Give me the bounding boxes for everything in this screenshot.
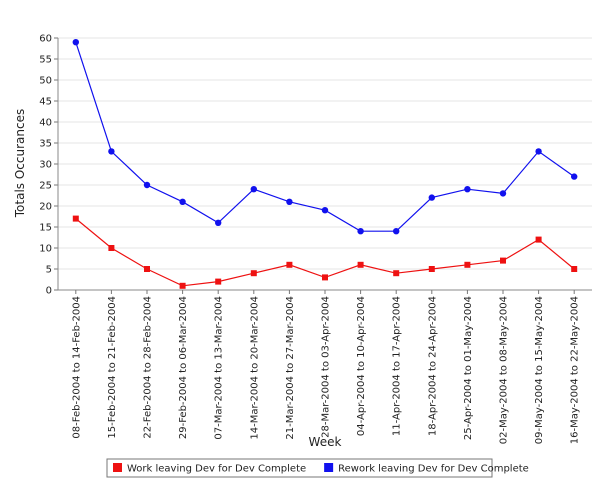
data-point-circle	[428, 194, 435, 201]
y-tick-label: 35	[39, 139, 52, 150]
x-tick-label: 29-Feb-2004 to 06-Mar-2004	[178, 296, 189, 439]
x-tick-label: 22-Feb-2004 to 28-Feb-2004	[143, 296, 154, 439]
legend-swatch-1	[113, 463, 122, 472]
y-tick-label: 30	[39, 160, 52, 171]
data-point-square	[322, 274, 328, 281]
y-tick-label: 20	[39, 202, 52, 213]
data-point-square	[250, 270, 257, 277]
y-tick-label: 10	[39, 244, 52, 255]
legend-label-2: Rework leaving Dev for Dev Complete	[338, 464, 529, 475]
data-point-circle	[499, 190, 507, 197]
x-axis-title: Week	[309, 435, 342, 449]
data-point-square	[500, 257, 506, 264]
x-tick-label: 07-Mar-2004 to 13-Mar-2004	[214, 296, 225, 440]
data-point-square	[357, 261, 364, 268]
data-point-circle	[108, 148, 115, 155]
x-tick-label: 14-Mar-2004 to 20-Mar-2004	[249, 296, 260, 440]
x-tick-label: 21-Mar-2004 to 27-Mar-2004	[285, 296, 296, 440]
y-tick-label: 0	[46, 286, 52, 297]
y-axis-title: Totals Occurances	[13, 109, 27, 218]
x-tick-label: 08-Feb-2004 to 14-Feb-2004	[71, 296, 82, 439]
data-point-circle	[143, 181, 151, 189]
data-point-square	[535, 236, 542, 243]
y-tick-label: 60	[39, 34, 52, 45]
data-point-circle	[72, 39, 80, 46]
grid-lines	[58, 37, 592, 270]
y-tick-label: 15	[39, 223, 52, 234]
data-point-circle	[286, 198, 293, 205]
x-tick-label: 02-May-2004 to 08-May-2004	[499, 296, 510, 444]
data-point-square	[571, 266, 578, 272]
x-tick-label: 28-Mar-2004 to 03-Apr-2004	[321, 296, 332, 438]
x-axis: 08-Feb-2004 to 14-Feb-2004 15-Feb-2004 to…	[58, 289, 592, 444]
data-point-square	[179, 282, 186, 289]
y-axis: 0 5 10 15 20 25 30 35 40 45 50 55 60	[39, 34, 59, 297]
x-tick-label: 09-May-2004 to 15-May-2004	[534, 296, 545, 444]
data-point-square	[72, 215, 79, 222]
legend-box	[106, 458, 493, 478]
x-tick-label: 18-Apr-2004 to 24-Apr-2004	[427, 296, 438, 436]
y-tick-label: 25	[39, 181, 52, 192]
data-point-square	[464, 261, 471, 268]
data-point-square	[144, 266, 150, 272]
x-tick-label: 11-Apr-2004 to 17-Apr-2004	[392, 296, 403, 436]
data-point-circle	[357, 228, 364, 235]
data-point-square	[393, 270, 400, 277]
data-point-circle	[321, 207, 329, 214]
data-point-circle	[393, 228, 400, 235]
legend-swatch-2	[324, 463, 334, 472]
y-tick-label: 45	[39, 97, 52, 108]
data-point-square	[428, 266, 435, 272]
x-tick-label: 04-Apr-2004 to 10-Apr-2004	[356, 296, 367, 436]
y-tick-label: 50	[39, 76, 52, 87]
x-tick-label: 25-Apr-2004 to 01-May-2004	[463, 296, 474, 440]
data-point-square	[108, 245, 115, 251]
data-point-circle	[215, 219, 222, 226]
y-tick-label: 5	[46, 265, 52, 276]
data-point-square	[215, 278, 222, 285]
data-point-circle	[250, 186, 257, 193]
x-tick-label: 16-May-2004 to 22-May-2004	[570, 296, 581, 444]
y-tick-label: 55	[39, 55, 52, 66]
plot-area	[72, 39, 578, 289]
legend-label-1: Work leaving Dev for Dev Complete	[127, 464, 306, 475]
data-point-circle	[535, 148, 542, 155]
y-tick-label: 40	[39, 118, 52, 129]
data-point-circle	[571, 173, 578, 180]
series-line-2	[75, 42, 575, 232]
data-point-circle	[179, 198, 186, 205]
data-point-square	[286, 261, 293, 268]
x-tick-label: 15-Feb-2004 to 21-Feb-2004	[107, 296, 118, 439]
data-point-circle	[464, 186, 471, 193]
legend: Work leaving Dev for Dev Complete Rework …	[106, 458, 529, 478]
